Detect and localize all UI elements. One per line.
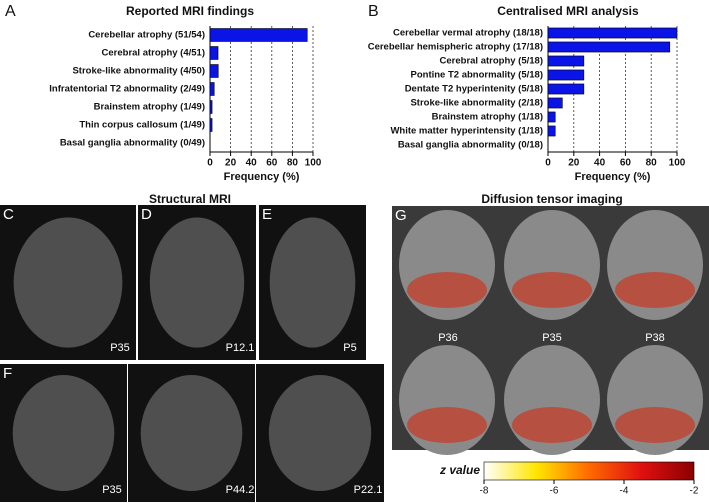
x-tick-label: 80 — [287, 158, 299, 169]
y-tick-label: Cerebellar atrophy (51/54) — [88, 30, 205, 41]
colorbar-tick-label: -4 — [620, 486, 629, 497]
y-tick-label: Cerebellar vermal atrophy (18/18) — [393, 28, 543, 39]
scan-shape — [149, 217, 245, 348]
bar — [547, 83, 585, 95]
bar — [209, 100, 213, 114]
x-axis-label: Frequency (%) — [224, 171, 300, 183]
bar — [209, 82, 215, 96]
x-tick-label: 100 — [669, 158, 686, 169]
image-caption: P35 — [542, 332, 562, 344]
bar — [547, 97, 563, 109]
panel-label: A — [5, 3, 16, 20]
y-tick-label: Dentate T2 hyperintenity (5/18) — [405, 84, 543, 95]
x-tick-label: 80 — [646, 158, 658, 169]
x-tick-label: 20 — [225, 158, 237, 169]
scan-shape — [268, 375, 372, 491]
bar — [547, 55, 585, 67]
x-tick-label: 20 — [568, 158, 580, 169]
x-tick-label: 100 — [305, 158, 322, 169]
image-caption: P5 — [343, 342, 356, 354]
bar — [209, 28, 308, 42]
y-tick-label: White matter hyperintensity (1/18) — [390, 126, 543, 137]
y-tick-label: Stroke-like abnormality (4/50) — [72, 66, 205, 77]
image-caption: P36 — [438, 332, 458, 344]
bar — [547, 27, 678, 39]
bar — [547, 111, 556, 123]
panel-label: C — [3, 206, 14, 223]
chart-title: Centralised MRI analysis — [497, 4, 639, 18]
y-tick-label: Brainstem atrophy (1/49) — [94, 102, 205, 113]
panel-label: E — [262, 206, 272, 223]
section-title: Diffusion tensor imaging — [481, 192, 622, 206]
y-tick-label: Stroke-like abnormality (2/18) — [410, 98, 543, 109]
bar — [209, 64, 219, 78]
colorbar-tick-label: -8 — [480, 486, 489, 497]
bar — [547, 41, 671, 53]
colorbar — [483, 461, 695, 481]
image-caption: P38 — [645, 332, 665, 344]
panel-label: D — [141, 206, 152, 223]
x-tick-label: 0 — [207, 158, 213, 169]
activation — [407, 272, 487, 308]
x-tick-label: 60 — [620, 158, 632, 169]
y-tick-label: Cerebral atrophy (5/18) — [440, 56, 543, 67]
panel-label: F — [3, 365, 12, 382]
y-tick-label: Brainstem atrophy (1/18) — [432, 112, 543, 123]
y-tick-label: Infratentorial T2 abnormality (2/49) — [49, 84, 205, 95]
scan-shape — [269, 217, 356, 348]
colorbar-tick-label: -6 — [550, 486, 559, 497]
activation — [407, 407, 487, 443]
bar — [547, 125, 556, 137]
bar — [209, 118, 213, 132]
image-caption: P35 — [110, 342, 130, 354]
image-caption: P44.2 — [226, 484, 255, 496]
activation — [615, 407, 695, 443]
bar — [209, 46, 219, 60]
bar — [547, 69, 585, 81]
colorbar-label: z value — [439, 463, 480, 477]
x-tick-label: 60 — [266, 158, 278, 169]
section-title: Structural MRI — [149, 192, 231, 206]
x-tick-label: 0 — [545, 158, 551, 169]
y-tick-label: Cerebellar hemispheric atrophy (17/18) — [368, 42, 543, 53]
x-tick-label: 40 — [594, 158, 606, 169]
y-tick-label: Basal ganglia abnormality (0/18) — [398, 140, 543, 151]
x-axis-label: Frequency (%) — [575, 171, 651, 183]
y-tick-label: Thin corpus callosum (1/49) — [79, 120, 205, 131]
scan-shape — [13, 217, 123, 348]
image-caption: P12.1 — [226, 342, 255, 354]
image-caption: P22.1 — [354, 484, 383, 496]
x-tick-label: 40 — [246, 158, 258, 169]
activation — [615, 272, 695, 308]
y-tick-label: Pontine T2 abnormality (5/18) — [411, 70, 544, 81]
activation — [512, 407, 592, 443]
panel-label: G — [395, 207, 407, 224]
scan-shape — [12, 375, 115, 491]
colorbar-tick-label: -2 — [690, 486, 699, 497]
activation — [512, 272, 592, 308]
panel-label: B — [368, 3, 379, 20]
image-caption: P35 — [102, 484, 122, 496]
scan-shape — [140, 375, 243, 491]
y-tick-label: Cerebral atrophy (4/51) — [102, 48, 205, 59]
chart-title: Reported MRI findings — [126, 4, 254, 18]
y-tick-label: Basal ganglia abnormality (0/49) — [60, 138, 205, 149]
